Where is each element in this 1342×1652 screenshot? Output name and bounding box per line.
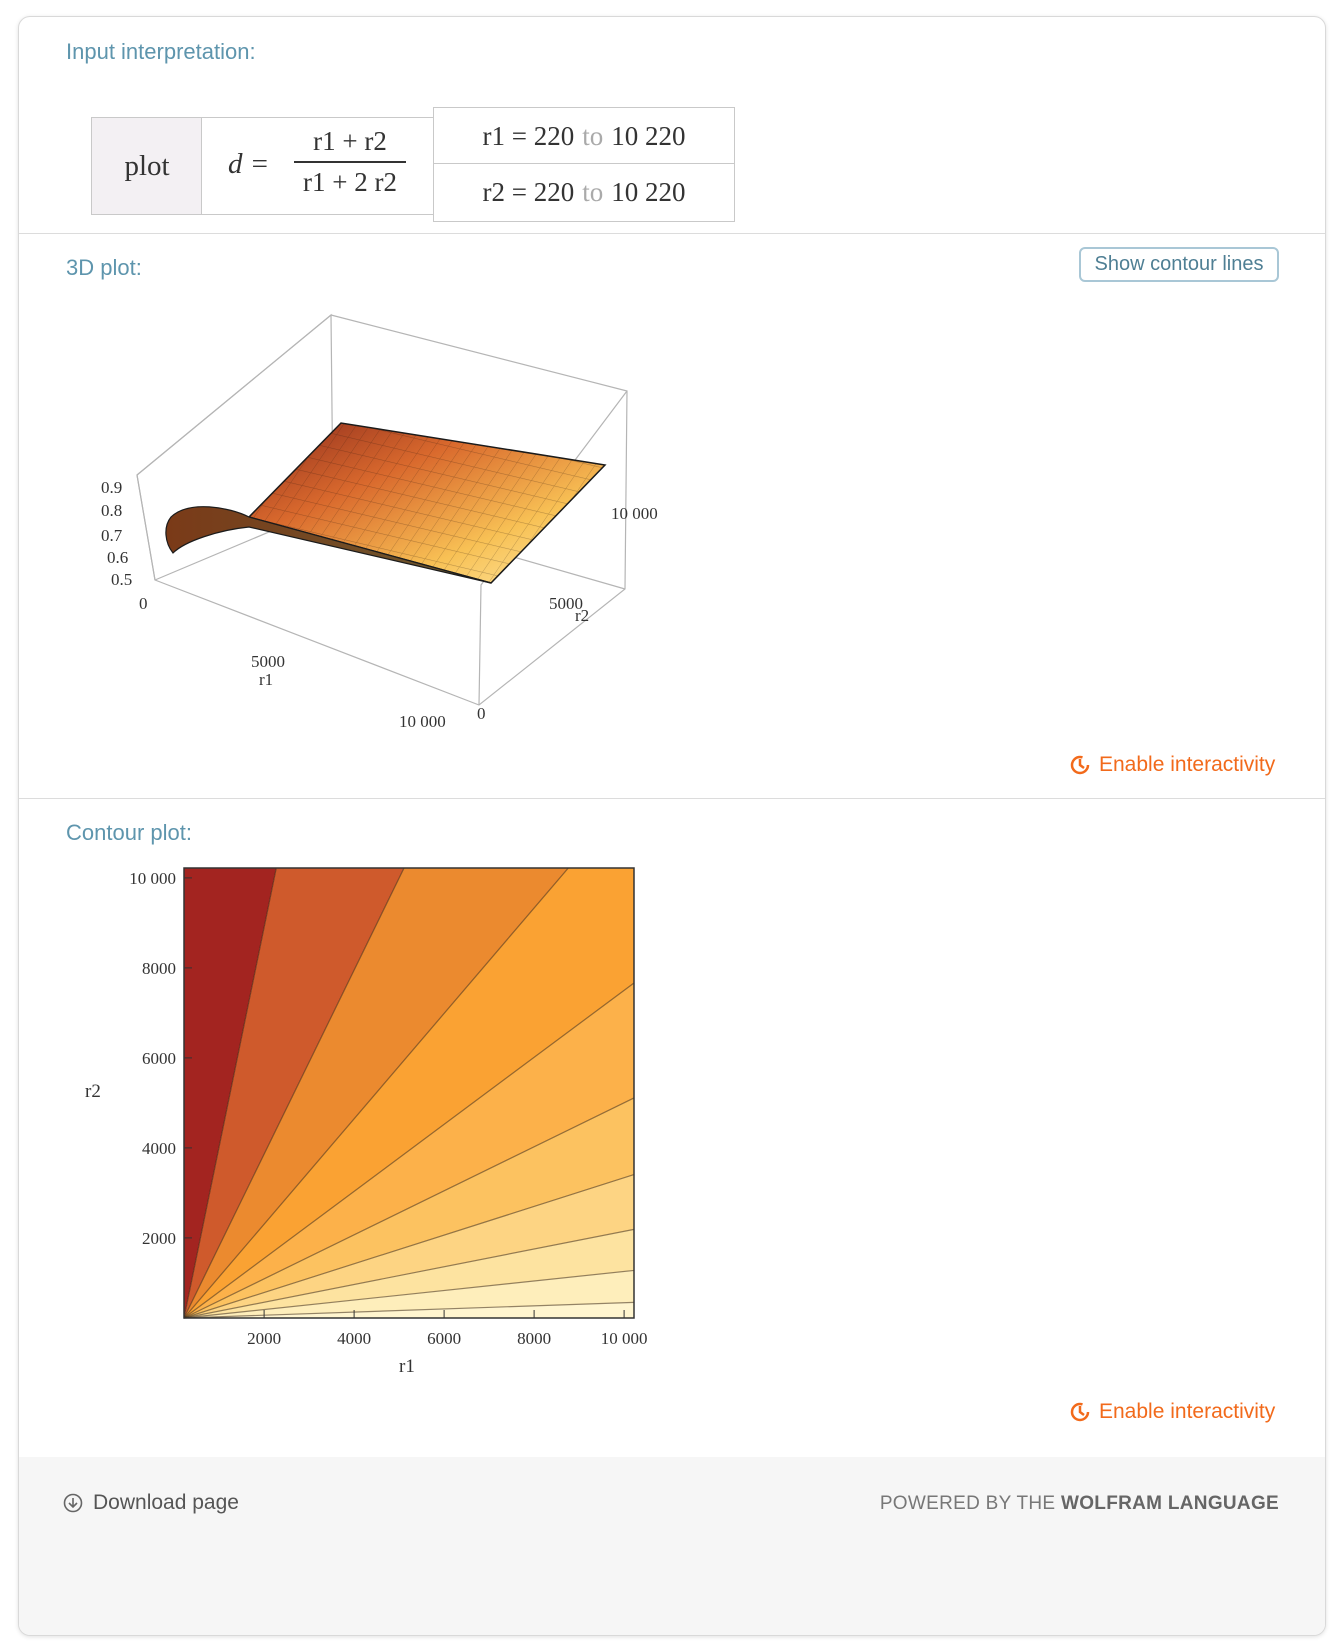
interactivity-icon xyxy=(1070,1402,1090,1422)
z-tick: 0.8 xyxy=(101,501,122,520)
r2-to: 10 220 xyxy=(611,177,686,207)
enable-interactivity-link[interactable]: Enable interactivity xyxy=(1069,1400,1275,1424)
r1-to: 10 220 xyxy=(611,121,686,151)
contour-line xyxy=(183,867,277,1319)
r1-from: 220 xyxy=(533,121,575,151)
contour-plot: 2000 4000 6000 8000 10 000 2000 4000 6000 8000 10… xyxy=(85,867,648,1377)
denominator: r1 + 2 r2 xyxy=(303,167,397,197)
r2-tick: 5000 xyxy=(549,594,583,613)
z-tick: 0.9 xyxy=(101,478,122,497)
contour-line xyxy=(183,1301,635,1319)
r1-tick: 10 000 xyxy=(399,712,446,731)
plot3d-pod: 3D plot: Show contour lines xyxy=(19,233,1325,799)
wolfram-language-brand: WOLFRAM LANGUAGE xyxy=(1061,1493,1279,1514)
footer: Download page POWERED BY THE WOLFRAM LAN… xyxy=(19,1457,1325,1635)
contour-pod: Contour plot: 2000 4000 6000 8000 10 000 2000… xyxy=(19,798,1325,1458)
enable-interactivity-label: Enable interactivity xyxy=(1099,753,1276,776)
numerator: r1 + r2 xyxy=(313,126,387,156)
r2-from: 220 xyxy=(533,177,575,207)
pod-title: Input interpretation: xyxy=(66,39,256,64)
download-icon xyxy=(63,1493,83,1513)
pod-title: Contour plot: xyxy=(66,820,192,845)
y-tick-label: 4000 xyxy=(142,1139,176,1158)
r1-range-cell: r1 = 220 to 10 220 xyxy=(433,107,735,166)
contour-line xyxy=(183,867,569,1319)
y-tick-label: 10 000 xyxy=(129,869,176,888)
pod-title: 3D plot: xyxy=(66,255,142,280)
y-tick-label: 2000 xyxy=(142,1229,176,1248)
contour-region xyxy=(184,1302,634,1318)
contour-line xyxy=(183,1097,635,1319)
x-axis-label: r1 xyxy=(399,1356,415,1377)
plot3d-curl xyxy=(165,506,492,584)
contour-frame xyxy=(183,867,635,1319)
x-tick-label: 6000 xyxy=(427,1329,461,1348)
result-card: Input interpretation: plot d = r1 + r2 r… xyxy=(18,16,1326,1636)
interactivity-icon xyxy=(1070,755,1090,775)
r2-tick: 0 xyxy=(477,704,486,723)
equation-cell: d = r1 + r2 r1 + 2 r2 xyxy=(201,117,435,215)
enable-interactivity-link[interactable]: Enable interactivity xyxy=(1069,753,1275,777)
r1-axis-label: r1 xyxy=(259,670,273,689)
to-word: to xyxy=(582,121,604,151)
y-tick-label: 6000 xyxy=(142,1049,176,1068)
fraction: r1 + r2 r1 + 2 r2 xyxy=(294,126,406,198)
r1-var: r1 = xyxy=(482,121,527,151)
powered-by: POWERED BY THE WOLFRAM LANGUAGE xyxy=(880,1493,1279,1515)
powered-prefix: POWERED BY THE xyxy=(879,1493,1056,1514)
r2-var: r2 = xyxy=(482,177,527,207)
contour-line xyxy=(183,982,635,1319)
r1-tick: 0 xyxy=(139,594,148,613)
download-page-label: Download page xyxy=(93,1491,239,1514)
command-cell: plot xyxy=(91,117,203,215)
plot3d-image: 0.9 0.8 0.7 0.6 0.5 0 5000 r1 10 000 0 5… xyxy=(101,313,658,731)
enable-interactivity-label: Enable interactivity xyxy=(1099,1400,1276,1423)
z-tick: 0.5 xyxy=(111,570,132,589)
contour-line xyxy=(183,1174,635,1319)
to-word: to xyxy=(582,177,604,207)
r2-range-cell: r2 = 220 to 10 220 xyxy=(433,163,735,222)
x-tick-label: 8000 xyxy=(517,1329,551,1348)
z-tick: 0.7 xyxy=(101,526,123,545)
x-tick-label: 2000 xyxy=(247,1329,281,1348)
contour-region xyxy=(184,868,634,1318)
z-tick: 0.6 xyxy=(107,548,128,567)
contour-line xyxy=(183,867,405,1319)
y-tick-label: 8000 xyxy=(142,959,176,978)
download-page-link[interactable]: Download page xyxy=(63,1491,239,1515)
fraction-bar xyxy=(294,161,406,163)
r1-tick: 5000 xyxy=(251,652,285,671)
r2-axis-label: r2 xyxy=(575,606,589,625)
show-contour-lines-button[interactable]: Show contour lines xyxy=(1079,247,1279,282)
r2-tick: 10 000 xyxy=(611,504,658,523)
input-interpretation-pod: Input interpretation: plot d = r1 + r2 r… xyxy=(19,17,1325,234)
x-tick-label: 10 000 xyxy=(601,1329,648,1348)
contour-line xyxy=(183,1228,635,1319)
contour-line xyxy=(183,1269,635,1319)
equation-lhs: d = xyxy=(228,148,270,180)
y-axis-label: r2 xyxy=(85,1081,101,1102)
x-tick-label: 4000 xyxy=(337,1329,371,1348)
